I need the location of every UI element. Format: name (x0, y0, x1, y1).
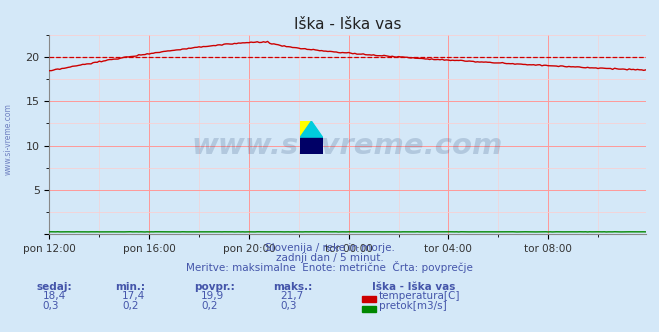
Title: Iška - Iška vas: Iška - Iška vas (294, 17, 401, 32)
Text: 18,4: 18,4 (43, 291, 66, 301)
Text: www.si-vreme.com: www.si-vreme.com (192, 132, 503, 160)
Text: zadnji dan / 5 minut.: zadnji dan / 5 minut. (275, 253, 384, 263)
Text: 0,3: 0,3 (43, 301, 59, 311)
Text: temperatura[C]: temperatura[C] (379, 291, 461, 301)
Text: 0,3: 0,3 (280, 301, 297, 311)
Text: Slovenija / reke in morje.: Slovenija / reke in morje. (264, 243, 395, 253)
Polygon shape (300, 121, 312, 138)
Text: Iška - Iška vas: Iška - Iška vas (372, 282, 456, 291)
Text: maks.:: maks.: (273, 282, 313, 291)
Text: Meritve: maksimalne  Enote: metrične  Črta: povprečje: Meritve: maksimalne Enote: metrične Črta… (186, 261, 473, 273)
Polygon shape (300, 138, 323, 154)
Polygon shape (300, 121, 323, 138)
Text: 19,9: 19,9 (201, 291, 224, 301)
Text: 0,2: 0,2 (122, 301, 138, 311)
Text: sedaj:: sedaj: (36, 282, 72, 291)
Text: www.si-vreme.com: www.si-vreme.com (3, 104, 13, 175)
Text: min.:: min.: (115, 282, 146, 291)
Text: povpr.:: povpr.: (194, 282, 235, 291)
Text: pretok[m3/s]: pretok[m3/s] (379, 301, 447, 311)
Text: 17,4: 17,4 (122, 291, 145, 301)
Text: 21,7: 21,7 (280, 291, 303, 301)
Text: 0,2: 0,2 (201, 301, 217, 311)
